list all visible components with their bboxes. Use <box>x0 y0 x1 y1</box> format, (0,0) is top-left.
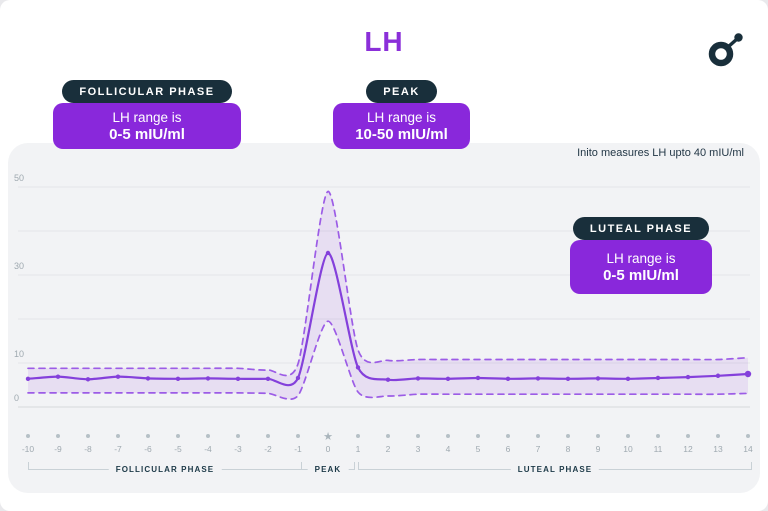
inito-logo-icon <box>708 33 743 67</box>
luteal-range-value: 0-5 mIU/ml <box>603 266 679 284</box>
badge-luteal-phase: LUTEAL PHASE LH range is 0-5 mIU/ml <box>570 217 712 294</box>
svg-text:2: 2 <box>386 444 391 454</box>
svg-text:13: 13 <box>713 444 723 454</box>
svg-text:-7: -7 <box>114 444 122 454</box>
svg-text:3: 3 <box>416 444 421 454</box>
svg-text:7: 7 <box>536 444 541 454</box>
y-axis-labels: 0 10 30 50 <box>14 173 24 403</box>
svg-text:-2: -2 <box>264 444 272 454</box>
svg-text:14: 14 <box>743 444 753 454</box>
luteal-range-text: LH range is <box>606 250 676 266</box>
follicular-range-value: 0-5 mIU/ml <box>109 125 185 143</box>
svg-text:12: 12 <box>683 444 693 454</box>
luteal-range-box: LH range is 0-5 mIU/ml <box>570 240 712 294</box>
bound-lines <box>27 190 749 400</box>
badge-follicular-phase: FOLLICULAR PHASE LH range is 0-5 mIU/ml <box>53 80 241 149</box>
svg-text:0: 0 <box>14 393 19 403</box>
svg-text:10: 10 <box>14 349 24 359</box>
peak-range-text: LH range is <box>366 109 437 125</box>
follicular-range-box: LH range is 0-5 mIU/ml <box>53 103 241 149</box>
follicular-phase-pill: FOLLICULAR PHASE <box>62 80 232 103</box>
svg-text:10: 10 <box>623 444 633 454</box>
svg-text:11: 11 <box>654 444 663 454</box>
svg-text:30: 30 <box>14 261 24 271</box>
svg-text:9: 9 <box>596 444 601 454</box>
svg-text:-5: -5 <box>174 444 182 454</box>
svg-text:50: 50 <box>14 173 24 183</box>
measure-note: Inito measures LH upto 40 mIU/ml <box>577 147 744 159</box>
svg-text:-4: -4 <box>204 444 212 454</box>
peak-range-value: 10-50 mIU/ml <box>355 125 448 143</box>
svg-text:6: 6 <box>506 444 511 454</box>
svg-text:-9: -9 <box>54 444 62 454</box>
svg-text:4: 4 <box>446 444 451 454</box>
svg-text:1: 1 <box>356 444 361 454</box>
svg-text:8: 8 <box>566 444 571 454</box>
luteal-phase-pill: LUTEAL PHASE <box>572 217 710 240</box>
svg-text:-1: -1 <box>294 444 302 454</box>
badge-peak-phase: PEAK LH range is 10-50 mIU/ml <box>333 80 470 149</box>
svg-text:-10: -10 <box>22 444 35 454</box>
day-markers: ★ <box>26 431 750 443</box>
svg-text:-3: -3 <box>234 444 242 454</box>
svg-text:0: 0 <box>326 444 331 454</box>
svg-text:5: 5 <box>476 444 481 454</box>
chart-panel: Inito measures LH upto 40 mIU/ml 0 10 30 50… <box>8 143 760 493</box>
svg-text:★: ★ <box>323 431 333 443</box>
follicular-range-text: LH range is <box>112 109 182 125</box>
svg-text:-8: -8 <box>84 444 92 454</box>
x-axis-labels: -10 -9 -8 -7 -6 -5 -4 -3 -2 -1 0 1 2 3 4 5 6 7 8 9 10 11 12 13 1… <box>22 444 753 454</box>
page-title: LH <box>364 26 404 57</box>
lh-data-points <box>25 250 752 382</box>
svg-text:-6: -6 <box>144 444 152 454</box>
peak-phase-pill: PEAK <box>366 80 437 103</box>
peak-range-box: LH range is 10-50 mIU/ml <box>333 103 470 149</box>
